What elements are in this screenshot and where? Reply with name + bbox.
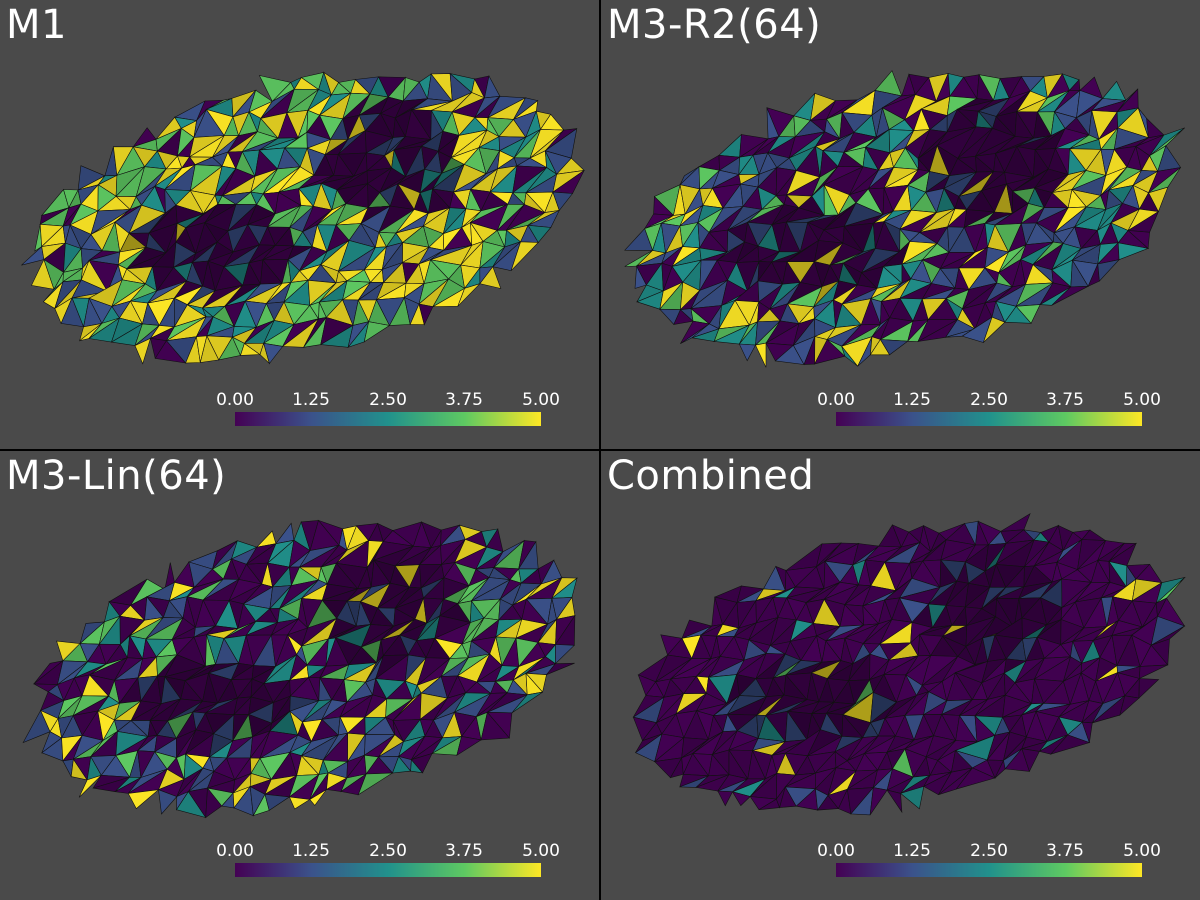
colorbar-gradient bbox=[235, 412, 541, 426]
mesh-triangle bbox=[1051, 286, 1089, 306]
colorbar-tick: 1.25 bbox=[893, 841, 931, 861]
colorbar: 0.00 1.25 2.50 3.75 5.00 bbox=[200, 841, 560, 881]
mesh-triangle bbox=[134, 337, 151, 365]
mesh-triangle bbox=[1015, 304, 1041, 324]
mesh-render bbox=[21, 71, 585, 365]
colorbar-ticks: 0.00 1.25 2.50 3.75 5.00 bbox=[801, 390, 1161, 410]
panel-combined: Combined 0.00 1.25 2.50 3.75 5.00 bbox=[601, 451, 1200, 900]
mesh-triangle bbox=[288, 796, 311, 810]
mesh-triangle bbox=[21, 246, 45, 266]
colorbar-tick: 0.00 bbox=[817, 841, 855, 861]
panel-m3-lin: M3-Lin(64) 0.00 1.25 2.50 3.75 5.00 bbox=[0, 451, 599, 900]
mesh-triangle bbox=[486, 711, 513, 739]
mesh-triangle bbox=[511, 691, 543, 714]
mesh-triangle bbox=[1021, 748, 1040, 773]
colorbar-ticks: 0.00 1.25 2.50 3.75 5.00 bbox=[200, 390, 560, 410]
mesh-triangle bbox=[525, 672, 547, 693]
mesh-triangle bbox=[718, 133, 742, 158]
colorbar: 0.00 1.25 2.50 3.75 5.00 bbox=[801, 390, 1161, 430]
colorbar-gradient bbox=[836, 412, 1142, 426]
mesh-triangle bbox=[456, 736, 482, 756]
mesh-triangle bbox=[263, 342, 284, 365]
colorbar-tick: 5.00 bbox=[1123, 841, 1161, 861]
mesh-triangle bbox=[738, 343, 756, 362]
mesh-triangle bbox=[717, 790, 733, 807]
mesh-triangle bbox=[479, 266, 502, 289]
mesh-triangle bbox=[1097, 259, 1120, 282]
mesh-triangle bbox=[1081, 721, 1093, 743]
mesh-triangle bbox=[1146, 117, 1165, 139]
colorbar-tick: 1.25 bbox=[893, 390, 931, 410]
colorbar-tick: 1.25 bbox=[292, 390, 330, 410]
mesh-triangle bbox=[510, 241, 539, 271]
mesh-triangle bbox=[1117, 242, 1150, 261]
panel-title: M3-R2(64) bbox=[607, 2, 822, 48]
colorbar-ticks: 0.00 1.25 2.50 3.75 5.00 bbox=[200, 841, 560, 861]
colorbar: 0.00 1.25 2.50 3.75 5.00 bbox=[801, 841, 1161, 881]
mesh-triangle bbox=[555, 644, 576, 665]
mesh-triangle bbox=[899, 785, 925, 810]
mesh-triangle bbox=[357, 772, 394, 796]
colorbar-tick: 2.50 bbox=[970, 390, 1008, 410]
mesh-triangle bbox=[546, 662, 575, 675]
colorbar-tick: 0.00 bbox=[216, 390, 254, 410]
colorbar-gradient bbox=[235, 863, 541, 877]
mesh-triangle bbox=[158, 789, 178, 815]
mesh-triangle bbox=[886, 789, 903, 814]
colorbar-tick: 3.75 bbox=[1046, 390, 1084, 410]
mesh-triangle bbox=[552, 191, 574, 212]
panel-title: Combined bbox=[607, 453, 815, 499]
colorbar-tick: 2.50 bbox=[369, 841, 407, 861]
mesh-triangle bbox=[731, 791, 751, 807]
colorbar-tick: 5.00 bbox=[522, 841, 560, 861]
mesh-triangle bbox=[78, 775, 102, 798]
mesh-triangle bbox=[955, 767, 996, 790]
mesh-render bbox=[624, 70, 1185, 368]
panel-m3-r2: M3-R2(64) 0.00 1.25 2.50 3.75 5.00 bbox=[601, 0, 1200, 449]
colorbar-tick: 3.75 bbox=[1046, 841, 1084, 861]
colorbar-tick: 0.00 bbox=[817, 390, 855, 410]
panel-title: M3-Lin(64) bbox=[6, 453, 227, 499]
colorbar-tick: 5.00 bbox=[522, 390, 560, 410]
mesh-triangle bbox=[264, 793, 291, 811]
mesh-triangle bbox=[1119, 695, 1140, 716]
mesh-triangle bbox=[527, 224, 552, 244]
mesh-triangle bbox=[418, 303, 434, 326]
mesh-triangle bbox=[869, 787, 888, 816]
mesh-render bbox=[22, 519, 578, 819]
mesh-triangle bbox=[983, 316, 1006, 343]
panel-title: M1 bbox=[6, 2, 67, 48]
mesh-triangle bbox=[1000, 512, 1031, 532]
mesh-triangle bbox=[1101, 80, 1127, 101]
mesh-triangle bbox=[1138, 678, 1160, 699]
mesh-triangle bbox=[1148, 186, 1169, 213]
panel-m1: M1 0.00 1.25 2.50 3.75 5.00 bbox=[0, 0, 599, 449]
colorbar: 0.00 1.25 2.50 3.75 5.00 bbox=[200, 390, 560, 430]
colorbar-tick: 1.25 bbox=[292, 841, 330, 861]
mesh-triangle bbox=[879, 339, 909, 356]
colorbar-tick: 3.75 bbox=[445, 841, 483, 861]
colorbar-tick: 2.50 bbox=[970, 841, 1008, 861]
mesh-render bbox=[632, 512, 1186, 816]
colorbar-tick: 0.00 bbox=[216, 841, 254, 861]
mesh-triangle bbox=[410, 753, 433, 774]
mesh-triangle bbox=[363, 321, 391, 343]
mesh-triangle bbox=[127, 789, 160, 810]
mesh-triangle bbox=[309, 789, 327, 806]
mesh-triangle bbox=[755, 342, 767, 368]
mesh-triangle bbox=[1127, 230, 1150, 250]
mesh-triangle bbox=[1138, 664, 1168, 679]
colorbar-tick: 5.00 bbox=[1123, 390, 1161, 410]
mesh-triangle bbox=[1049, 734, 1091, 755]
colorbar-ticks: 0.00 1.25 2.50 3.75 5.00 bbox=[801, 841, 1161, 861]
colorbar-gradient bbox=[836, 863, 1142, 877]
mesh-triangle bbox=[1150, 638, 1170, 666]
colorbar-tick: 2.50 bbox=[369, 390, 407, 410]
colorbar-tick: 3.75 bbox=[445, 390, 483, 410]
mesh-triangle bbox=[457, 283, 481, 307]
